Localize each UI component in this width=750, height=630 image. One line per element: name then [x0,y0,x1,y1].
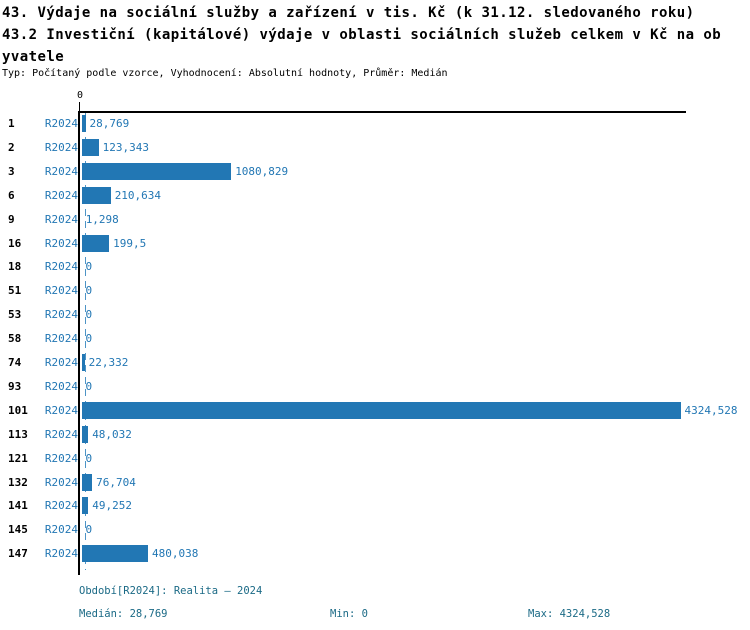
row-category-label: 132 [8,475,28,489]
row-category-label: 141 [8,499,28,513]
chart-title-line3: yvatele [2,49,65,65]
row-value-label: 0 [85,379,93,393]
axis-zero-label: 0 [76,90,84,101]
row-bar [81,401,681,419]
row-category-label: 9 [8,212,15,226]
axis-tick [79,102,80,111]
row-series-label: R2024 [44,523,78,537]
row-category-label: 1 [8,117,15,130]
row-value-label: 0 [85,523,93,537]
row-series-label: R2024 [44,140,78,154]
row-bar [81,425,89,443]
footer-median-label: Medián: 28,769 [79,608,168,620]
row-series-label: R2024 [44,212,78,226]
row-value-label: 28,769 [89,117,130,130]
row-series-label: R2024 [44,236,78,250]
axis-line-left [78,111,80,575]
footer-min-label: Min: 0 [330,608,368,620]
row-series-label: R2024 [44,475,78,489]
row-bar [81,162,232,180]
row-series-label: R2024 [44,403,78,417]
row-value-label: 4324,528 [684,403,738,417]
row-category-label: 113 [8,427,28,441]
row-series-label: R2024 [44,427,78,441]
row-value-label: 48,032 [92,427,132,441]
row-value-label: 123,343 [102,140,149,154]
row-series-label: R2024 [44,332,78,346]
row-category-label: 53 [8,308,22,322]
row-category-label: 145 [8,523,28,537]
chart-subtitle: Typ: Počítaný podle vzorce, Vyhodnocení:… [2,68,448,79]
median-line [84,113,86,570]
chart-title-line2: 43.2 Investiční (kapitálové) výdaje v ob… [2,27,722,43]
row-series-label: R2024 [44,356,78,369]
row-series-label: R2024 [44,117,78,130]
row-bar [81,138,99,156]
row-bar [81,497,89,515]
row-value-label: 49,252 [92,499,133,513]
chart-title-line1: 43. Výdaje na sociální služby a zařízení… [2,5,695,21]
row-bar [81,186,111,204]
row-category-label: 121 [8,451,28,465]
row-value-label: 22,332 [88,356,129,369]
row-category-label: 101 [8,403,28,417]
row-series-label: R2024 [44,379,78,393]
row-series-label: R2024 [44,499,78,513]
row-category-label: 16 [8,236,22,250]
row-series-label: R2024 [44,284,78,298]
row-series-label: R2024 [44,164,78,178]
period-label: Období[R2024]: Realita – 2024 [79,585,263,597]
row-series-label: R2024 [44,188,78,202]
row-value-label: 76,704 [96,475,136,489]
row-category-label: 51 [8,284,22,298]
row-series-label: R2024 [44,451,78,465]
axis-line-top [78,111,686,113]
row-value-label: 480,038 [152,547,199,561]
row-category-label: 58 [8,332,22,346]
row-value-label: 0 [85,284,93,298]
footer-max-label: Max: 4324,528 [528,608,611,620]
row-category-label: 6 [8,188,15,202]
row-bar [81,545,148,563]
row-series-label: R2024 [44,547,78,561]
row-category-label: 74 [8,356,22,369]
row-value-label: 199,5 [113,236,147,250]
row-bar [81,115,86,132]
row-series-label: R2024 [44,260,78,274]
row-value-label: 1,298 [85,212,119,226]
row-series-label: R2024 [44,308,78,322]
row-bar [81,473,93,491]
row-value-label: 0 [85,260,93,274]
row-bar [81,234,110,252]
row-category-label: 2 [8,140,15,154]
row-value-label: 210,634 [114,188,162,202]
row-value-label: 0 [85,451,93,465]
row-value-label: 1080,829 [235,164,289,178]
row-value-label: 0 [85,332,93,346]
row-category-label: 3 [8,164,15,178]
row-bar [81,354,85,371]
row-value-label: 0 [85,308,93,322]
row-category-label: 147 [8,547,28,561]
row-category-label: 93 [8,379,22,393]
row-category-label: 18 [8,260,22,274]
